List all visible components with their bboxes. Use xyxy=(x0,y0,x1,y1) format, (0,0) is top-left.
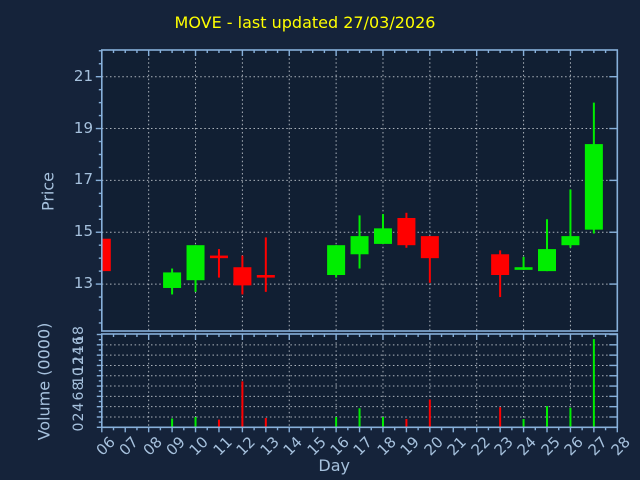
volume-tick-label-0: 0 xyxy=(71,422,87,432)
candle-day-23 xyxy=(491,250,510,298)
price-tick-label-19: 19 xyxy=(73,118,93,137)
candle-day-25 xyxy=(538,219,557,272)
price-panel xyxy=(101,50,618,331)
price-tick-label-17: 17 xyxy=(73,170,93,189)
price-axis-label: Price xyxy=(38,171,58,212)
candles-layer xyxy=(101,102,603,298)
chart-title: MOVE - last updated 27/03/2026 xyxy=(174,13,436,32)
price-tick-label-15: 15 xyxy=(73,222,93,241)
volume-axis-label: Volume (0000) xyxy=(34,322,54,441)
volume-tick-label-8: 8 xyxy=(71,381,87,391)
day-axis-label: Day xyxy=(318,456,350,475)
volume-tick-label-2: 2 xyxy=(71,412,87,422)
candle-day-09 xyxy=(163,268,182,295)
volume-tick-label-6: 6 xyxy=(71,391,87,401)
candle-day-19 xyxy=(397,212,416,248)
volume-bars-layer xyxy=(171,339,595,428)
candle-day-16 xyxy=(327,245,346,278)
candle-day-24 xyxy=(514,256,533,270)
candle-day-17 xyxy=(350,215,369,269)
candle-day-27 xyxy=(584,102,603,234)
candle-day-11 xyxy=(209,249,228,278)
candle-day-06 xyxy=(101,238,111,272)
volume-tick-label-4: 4 xyxy=(71,402,87,412)
candle-day-12 xyxy=(233,255,252,295)
price-tick-label-21: 21 xyxy=(73,66,93,85)
price-tick-label-13: 13 xyxy=(73,274,93,293)
candle-day-13 xyxy=(256,237,275,292)
candle-day-20 xyxy=(420,236,439,283)
candle-day-10 xyxy=(186,245,205,292)
tick-marks xyxy=(95,50,618,433)
candle-day-26 xyxy=(561,189,580,248)
candle-day-18 xyxy=(373,214,392,244)
